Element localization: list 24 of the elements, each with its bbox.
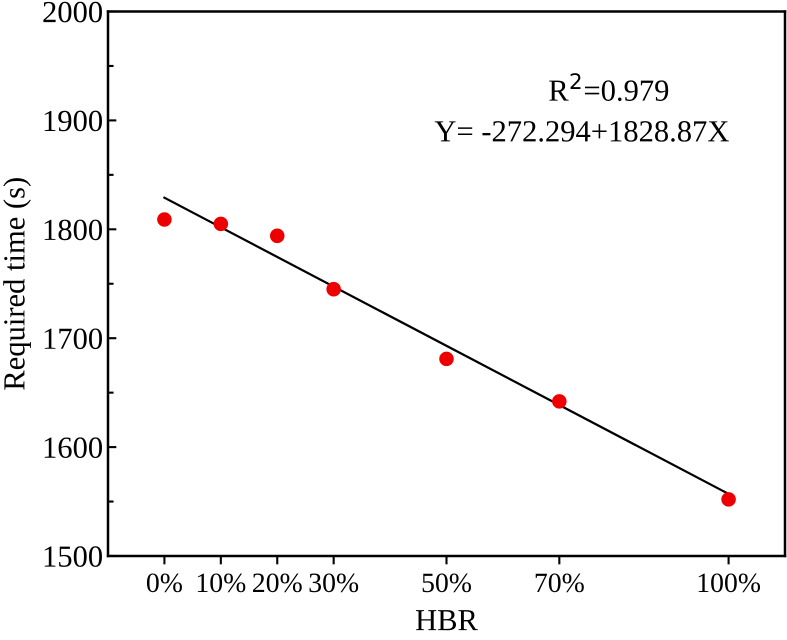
y-tick-label: 1900 (44, 110, 102, 132)
point (214, 216, 228, 232)
annotation: Y= -272.294+1828.87X (434, 121, 729, 142)
x-tick-label: 20% (253, 573, 302, 592)
point (326, 282, 341, 296)
y-tick-label: 1500 (44, 546, 102, 567)
x-tick-label: 70% (536, 573, 584, 592)
x-tick-label: 50% (422, 573, 472, 592)
y-tick-label: 1700 (44, 328, 102, 350)
y-tick-label: 1600 (44, 437, 102, 458)
x-tick-label: 30% (310, 573, 358, 592)
y-tick-label: 2000 (43, 2, 102, 22)
point (552, 394, 567, 409)
x-tick-label: 10% (198, 573, 246, 592)
point (721, 492, 736, 507)
point (439, 352, 454, 366)
x-tick-label: 0% (146, 573, 182, 592)
point (157, 212, 172, 227)
y-tick-label: 1800 (44, 220, 102, 240)
y-axis-title: Required time (s) (3, 178, 31, 390)
x-tick-label: 100% (698, 573, 760, 592)
point (270, 228, 285, 244)
annotation: R$^{2}$=0.979 (549, 73, 668, 102)
x-axis-title: HBR (416, 610, 478, 630)
